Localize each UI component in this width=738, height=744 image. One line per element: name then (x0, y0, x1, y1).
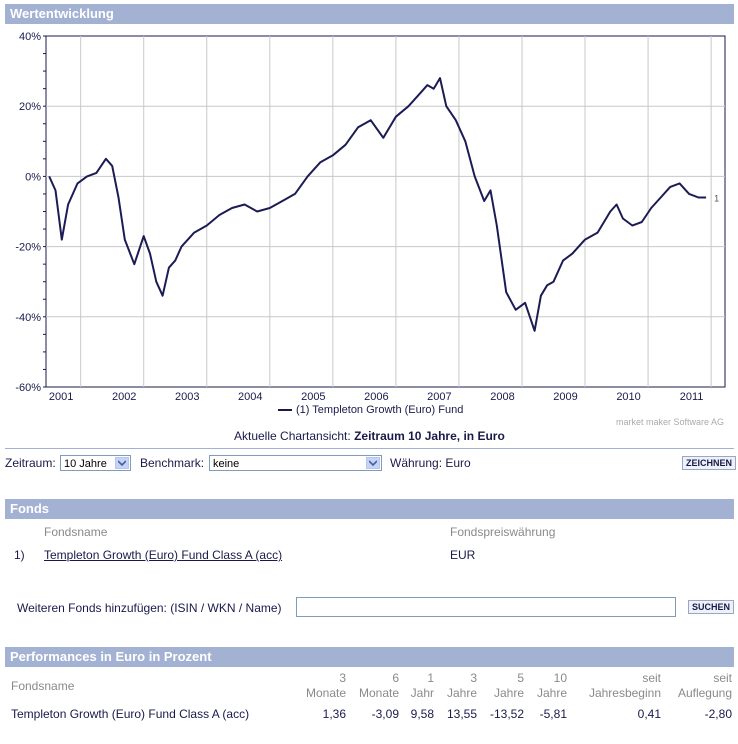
perf-col-header-line1: 6 (392, 671, 399, 685)
add-fonds-label: Weiteren Fonds hinzufügen: (ISIN / WKN /… (17, 601, 282, 615)
series-line (48, 77, 707, 332)
zeitraum-select-value: 10 Jahre (64, 458, 107, 470)
perf-value-cell: -13,52 (489, 707, 524, 721)
perf-value-cell: -2,80 (704, 707, 732, 721)
legend-series-name: (1) Templeton Growth (Euro) Fund (296, 404, 464, 416)
perf-col-header: seit Jahresbeginn (589, 671, 661, 701)
suchen-button[interactable]: SUCHEN (688, 600, 735, 614)
chart-section-header: Wertentwicklung (5, 4, 734, 24)
perf-col-header-line2: Monate (358, 686, 399, 700)
perf-col-header-line2: Jahre (536, 686, 567, 700)
perf-value-cell: 9,58 (410, 707, 434, 721)
fonds-row-index: 1) (14, 548, 25, 562)
perf-col-header-line2: Auflegung (677, 686, 732, 700)
perf-col-header-line2: Jahre (446, 686, 477, 700)
y-tick-label: 20% (19, 101, 41, 113)
perf-col-header: 5 Jahre (494, 671, 524, 701)
perf-col-header: 3 Jahre (447, 671, 477, 701)
chart-caption-bold: Zeitraum 10 Jahre, in Euro (354, 429, 505, 443)
perf-col-header-line1: seit (642, 671, 661, 685)
divider (5, 448, 734, 449)
perf-col-header: 10 Jahre (537, 671, 567, 701)
fonds-col-name-header: Fondsname (44, 525, 108, 539)
chart-legend: (1) Templeton Growth (Euro) Fund (278, 404, 463, 416)
fonds-section-title: Fonds (10, 501, 49, 516)
x-tick-label: 2007 (427, 391, 451, 403)
perf-col-header: 1 Jahr (411, 671, 434, 701)
fonds-col-currency-header: Fondspreiswährung (450, 525, 556, 539)
benchmark-label: Benchmark: (140, 456, 205, 470)
fonds-row-currency: EUR (450, 548, 476, 562)
benchmark-select[interactable]: keine (209, 455, 382, 471)
perf-col-header-line2: Jahr (410, 686, 434, 700)
perf-value-cell: 13,55 (446, 707, 477, 721)
perf-col-header-line1: seit (713, 671, 732, 685)
perf-col-header-line1: 10 (553, 671, 567, 685)
perf-value-cell: 0,41 (637, 707, 661, 721)
perf-section-header: Performances in Euro in Prozent (5, 647, 734, 667)
x-tick-label: 2005 (301, 391, 325, 403)
x-tick-label: 2006 (364, 391, 388, 403)
perf-col-header-line1: 3 (339, 671, 346, 685)
x-tick-label: 2011 (680, 391, 704, 403)
perf-col-header-line2: Monate (305, 686, 346, 700)
x-tick-label: 2010 (616, 391, 640, 403)
waehrung-text: Währung: Euro (390, 456, 471, 470)
perf-value-cell: 1,36 (322, 707, 346, 721)
x-tick-label: 2004 (238, 391, 262, 403)
chevron-down-icon (115, 457, 129, 469)
perf-value-cell: -5,81 (539, 707, 567, 721)
series-end-label: 1 (714, 193, 719, 203)
fonds-row-name-link[interactable]: Templeton Growth (Euro) Fund Class A (ac… (44, 548, 283, 562)
x-tick-label: 2009 (553, 391, 577, 403)
chevron-down-icon (366, 457, 380, 469)
chart-caption: Aktuelle Chartansicht: Zeitraum 10 Jahre… (234, 429, 505, 443)
perf-col-header: 3 Monate (306, 671, 346, 701)
x-tick-label: 2003 (175, 391, 199, 403)
chart-watermark: market maker Software AG (616, 417, 725, 427)
perf-col-header-line2: Jahre (493, 686, 524, 700)
x-tick-label: 2001 (49, 391, 73, 403)
perf-col-header: seit Auflegung (678, 671, 732, 701)
legend-line-swatch (278, 409, 292, 412)
y-tick-label: -40% (15, 312, 41, 324)
y-tick-label: -20% (15, 242, 41, 254)
y-tick-label: 40% (19, 31, 41, 43)
fonds-section-header: Fonds (5, 499, 734, 519)
chart-section-title: Wertentwicklung (10, 6, 114, 21)
perf-value-cell: -3,09 (371, 707, 399, 721)
perf-row-name: Templeton Growth (Euro) Fund Class A (ac… (11, 707, 250, 721)
chart-caption-prefix: Aktuelle Chartansicht: (234, 429, 355, 443)
perf-col-header-line2: Jahresbeginn (588, 686, 661, 700)
perf-col-header: 6 Monate (359, 671, 399, 701)
x-tick-label: 2008 (490, 391, 514, 403)
x-tick-label: 2002 (112, 391, 136, 403)
perf-name-header: Fondsname (11, 679, 75, 693)
add-fonds-input[interactable] (296, 597, 676, 617)
perf-col-header-line1: 5 (517, 671, 524, 685)
perf-col-header-line1: 1 (427, 671, 434, 685)
zeichnen-button[interactable]: ZEICHNEN (682, 456, 737, 470)
y-tick-label: -60% (15, 382, 41, 394)
performance-chart: 40% 20% 0% -20% -40% -60% 2001 2002 2003 2004 2005… (15, 31, 726, 403)
zeitraum-label: Zeitraum: (5, 456, 56, 470)
benchmark-select-value: keine (213, 458, 240, 470)
zeitraum-select[interactable]: 10 Jahre (60, 455, 131, 471)
perf-section-title: Performances in Euro in Prozent (10, 649, 212, 664)
plot-area (45, 35, 726, 388)
perf-col-header-line1: 3 (470, 671, 477, 685)
y-tick-label: 0% (25, 171, 41, 183)
